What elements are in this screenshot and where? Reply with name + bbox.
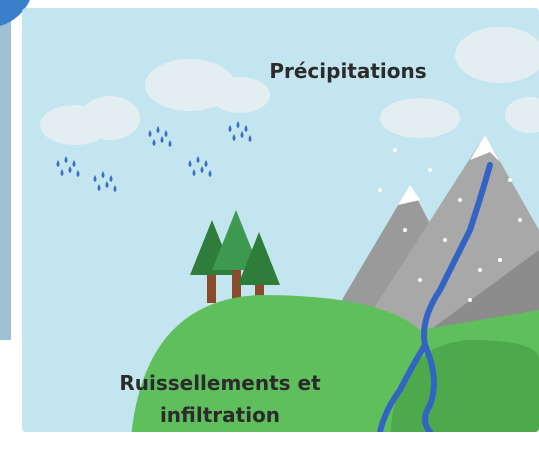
side-strip xyxy=(0,0,11,340)
precipitation-label: Précipitations xyxy=(269,59,426,83)
runoff-label: Ruissellements et xyxy=(119,371,321,395)
illustration: Précipitations Ruissellements et infiltr… xyxy=(0,0,539,449)
page: Précipitations Ruissellements et infiltr… xyxy=(0,0,539,449)
runoff-label: infiltration xyxy=(160,403,280,427)
